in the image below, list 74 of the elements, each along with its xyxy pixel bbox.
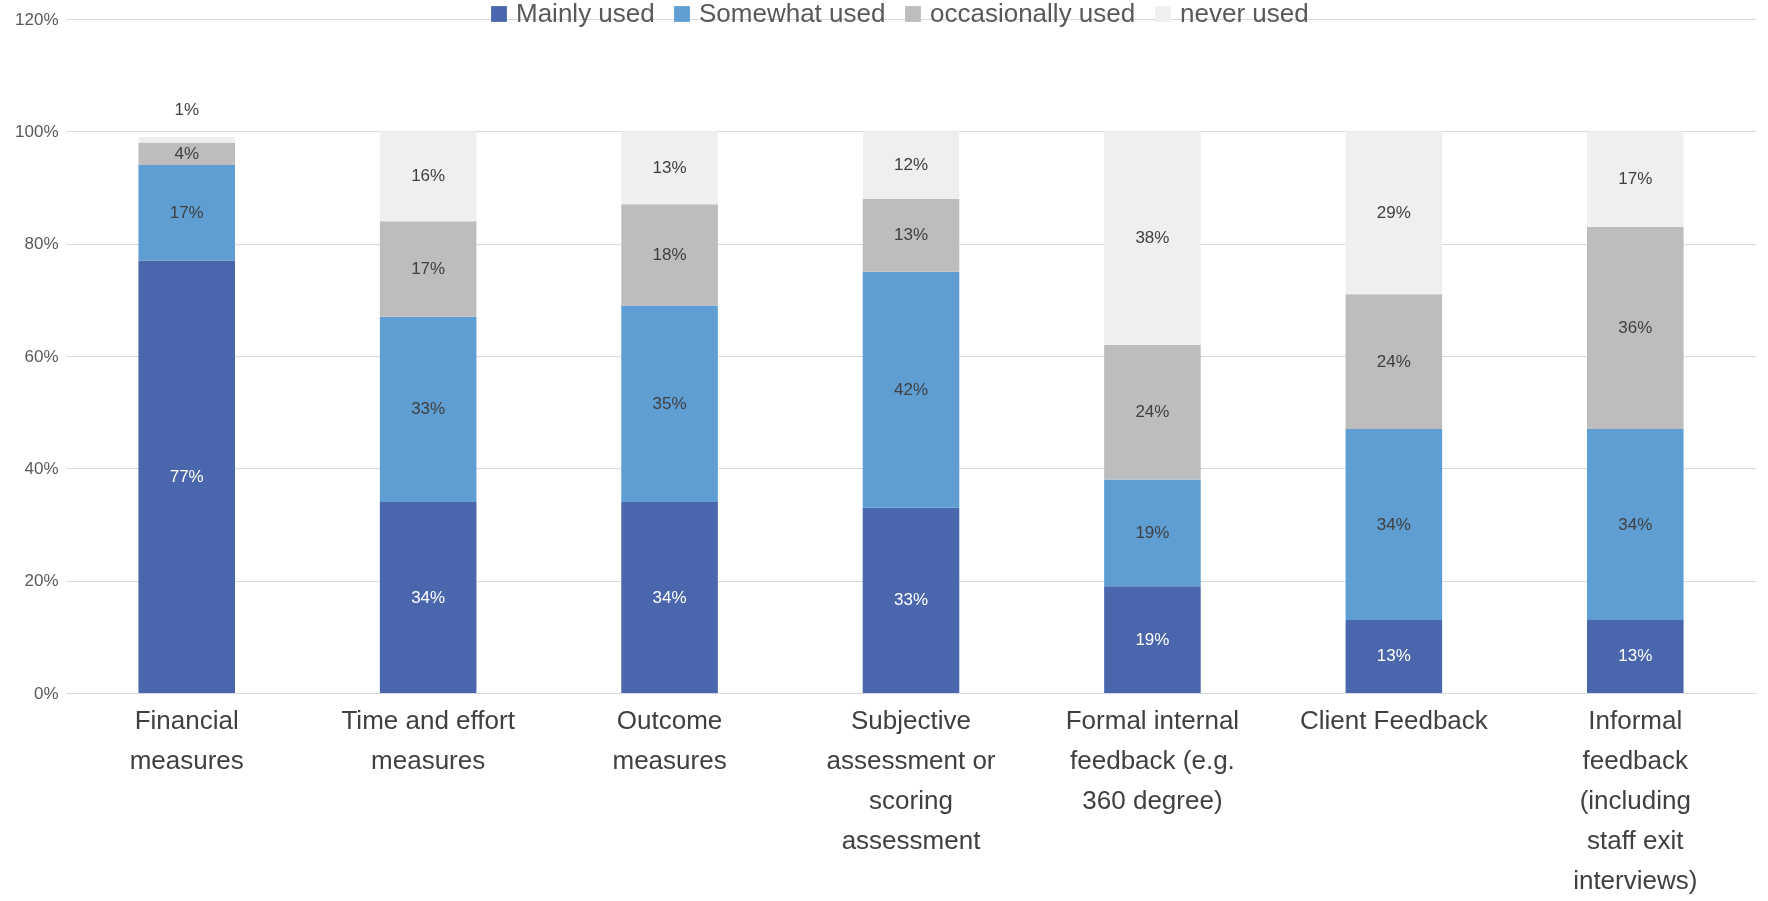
bar xyxy=(1345,131,1443,295)
legend-label: Mainly used xyxy=(516,0,655,28)
data-label: 12% xyxy=(893,155,929,175)
x-tick-label: Time and effort measures xyxy=(341,704,516,775)
data-label: 36% xyxy=(1618,317,1653,337)
data-label: 13% xyxy=(893,225,929,245)
y-tick-label: 20% xyxy=(24,571,59,591)
data-label: 33% xyxy=(893,590,929,610)
bar xyxy=(1345,294,1443,430)
data-label: 16% xyxy=(411,166,446,186)
bar xyxy=(138,136,235,143)
legend-label: occasionally used xyxy=(930,0,1136,28)
data-label: 13% xyxy=(1618,646,1653,666)
bar xyxy=(862,271,960,508)
bar xyxy=(379,502,477,693)
x-tick-label: Outcome measures xyxy=(612,704,727,775)
data-label: 4% xyxy=(174,143,199,163)
legend-label: never used xyxy=(1180,0,1309,28)
data-label: 29% xyxy=(1376,202,1411,222)
y-tick-label: 120% xyxy=(15,9,59,29)
data-label: 13% xyxy=(652,157,687,177)
bar xyxy=(1104,479,1201,587)
bar xyxy=(138,165,235,261)
bar xyxy=(379,316,477,503)
bar xyxy=(1587,619,1684,693)
data-label: 19% xyxy=(1135,522,1170,542)
bar xyxy=(1104,586,1201,693)
data-label: 17% xyxy=(1618,169,1653,189)
data-label: 33% xyxy=(411,399,446,419)
bar xyxy=(621,131,718,205)
bar xyxy=(862,131,960,199)
data-label: 77% xyxy=(169,466,204,486)
bar xyxy=(862,507,960,693)
data-label: 38% xyxy=(1135,228,1170,248)
y-tick-label: 60% xyxy=(24,346,59,366)
data-label: 17% xyxy=(411,258,446,278)
x-tick-label: Financial measures xyxy=(129,704,244,775)
data-label: 13% xyxy=(1376,646,1411,666)
data-label: 42% xyxy=(893,379,929,399)
data-label: 34% xyxy=(652,587,687,607)
bar xyxy=(379,221,477,317)
bar xyxy=(621,204,718,306)
data-label: 18% xyxy=(652,244,687,264)
data-label: 34% xyxy=(411,587,446,607)
x-tick-label: Formal internal feedback (e.g. 360 degree) xyxy=(1065,704,1240,815)
data-label: 24% xyxy=(1135,402,1170,422)
data-label: 34% xyxy=(1376,514,1411,534)
y-tick-label: 40% xyxy=(24,458,59,478)
bar xyxy=(1345,619,1443,693)
data-label: 1% xyxy=(174,99,199,119)
data-label: 24% xyxy=(1376,351,1411,371)
bar xyxy=(862,198,960,272)
bar xyxy=(621,305,718,503)
x-tick-label: Subjective assessment or scoring assessment xyxy=(826,704,996,855)
bar xyxy=(1104,344,1201,480)
legend-label: Somewhat used xyxy=(699,0,886,28)
y-tick-label: 80% xyxy=(24,234,59,254)
bar xyxy=(621,502,718,693)
data-label: 17% xyxy=(169,202,204,222)
bar xyxy=(1587,429,1684,620)
bar xyxy=(1345,429,1443,620)
y-tick-label: 0% xyxy=(33,683,59,703)
bar xyxy=(1104,131,1201,345)
data-label: 34% xyxy=(1618,514,1653,534)
bar xyxy=(138,260,235,693)
x-tick-label: Client Feedback xyxy=(1299,704,1489,735)
data-label: 19% xyxy=(1135,629,1170,649)
bar xyxy=(379,131,477,222)
bar xyxy=(138,142,235,166)
bar xyxy=(1587,131,1684,227)
data-label: 35% xyxy=(652,393,687,413)
y-tick-label: 100% xyxy=(15,121,59,141)
bar xyxy=(1587,226,1684,430)
x-tick-label: Informal feedback (including staff exit interviews) xyxy=(1573,704,1698,895)
